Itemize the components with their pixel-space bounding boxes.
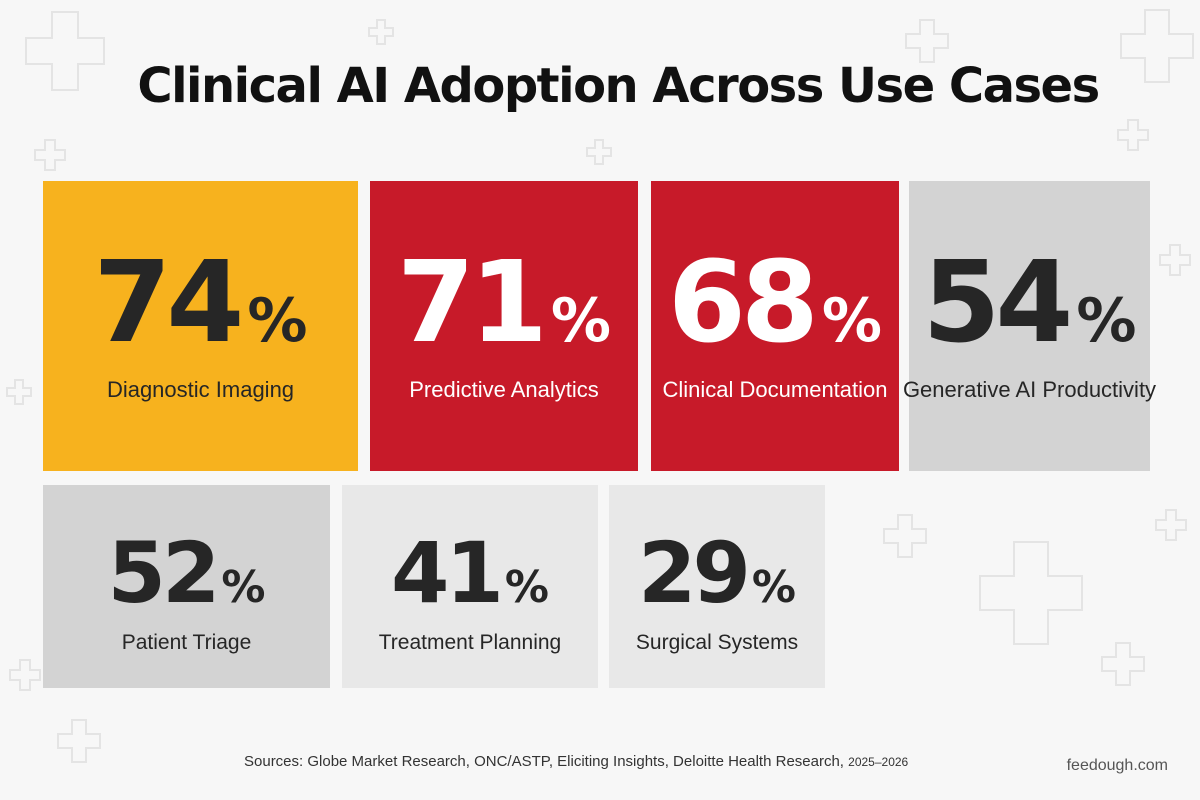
brand-watermark: feedough.com [1066, 757, 1168, 774]
stat-value: 29 [638, 524, 751, 622]
stat-percent-sign: % [247, 286, 308, 356]
stat-value: 41 [391, 524, 504, 622]
stat-value: 52 [107, 524, 221, 622]
stat-tile: 29% Surgical Systems [609, 485, 825, 688]
stat-value: 54 [922, 238, 1074, 368]
stat-number: 71% [397, 247, 611, 359]
stat-tile: 71% Predictive Analytics [370, 181, 638, 471]
sources-text: Sources: Globe Market Research, ONC/ASTP… [244, 753, 849, 770]
stat-number: 54% [923, 247, 1137, 359]
sources-note: Sources: Globe Market Research, ONC/ASTP… [244, 753, 908, 770]
stat-tile: 74% Diagnostic Imaging [43, 181, 358, 471]
stat-value: 68 [668, 238, 819, 368]
chart-title: Clinical AI Adoption Across Use Cases [137, 58, 1100, 114]
stat-percent-sign: % [221, 562, 266, 613]
stat-label: Diagnostic Imaging [106, 377, 295, 402]
stat-number: 41% [391, 531, 549, 615]
stat-number: 29% [638, 531, 796, 615]
stat-label: Generative AI Productivity [902, 377, 1157, 402]
stat-number: 74% [94, 247, 308, 359]
stat-label: Surgical Systems [635, 631, 799, 654]
stat-percent-sign: % [504, 562, 549, 613]
stat-label: Predictive Analytics [409, 377, 599, 402]
sources-years: 2025–2026 [848, 755, 909, 769]
stat-value: 74 [93, 238, 245, 368]
stat-number: 68% [668, 247, 882, 359]
stat-percent-sign: % [1076, 286, 1137, 356]
stat-tile: 52% Patient Triage [43, 485, 330, 688]
stat-label: Patient Triage [121, 631, 252, 654]
stat-percent-sign: % [821, 286, 882, 356]
stat-percent-sign: % [550, 286, 611, 356]
stat-number: 52% [108, 531, 266, 615]
stat-tile: 41% Treatment Planning [342, 485, 598, 688]
stat-tile: 68% Clinical Documentation [651, 181, 899, 471]
stat-label: Treatment Planning [378, 631, 562, 654]
stat-percent-sign: % [751, 562, 796, 613]
stat-value: 71 [397, 238, 548, 368]
stat-label: Clinical Documentation [662, 377, 888, 402]
stat-tile: 54% Generative AI Productivity [903, 181, 1156, 471]
